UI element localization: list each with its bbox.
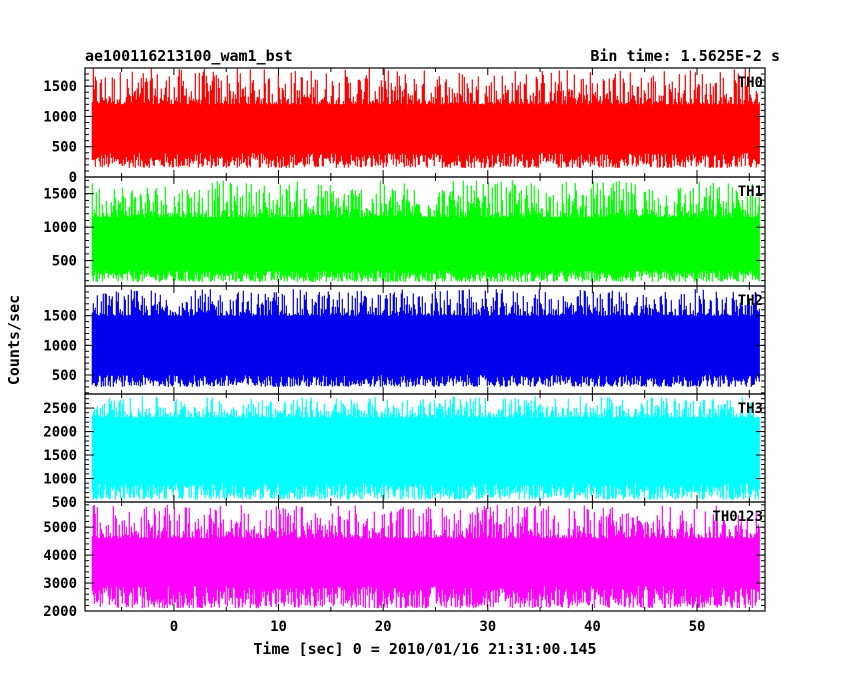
series-th1 (91, 180, 760, 282)
y-tick-label: 500 (52, 495, 77, 511)
y-tick-label: 1500 (43, 187, 77, 203)
panel-label-th2: TH2 (738, 293, 763, 309)
y-tick-label: 1500 (43, 448, 77, 464)
y-tick-label: 1000 (43, 472, 77, 488)
y-tick-label: 1000 (43, 220, 77, 236)
y-tick-label: 1000 (43, 338, 77, 354)
series-th2 (91, 289, 760, 387)
panel-th2: 500 1000 1500 TH2 (43, 285, 766, 395)
x-axis-label: Time [sec] 0 = 2010/01/16 21:31:00.145 (253, 640, 596, 658)
x-tick-label: 50 (689, 619, 706, 635)
y-tick-label: 1500 (43, 79, 77, 95)
series-th3 (91, 396, 760, 500)
x-tick-label: 30 (479, 619, 496, 635)
x-tick-label: 40 (584, 619, 601, 635)
panel-label-th3: TH3 (738, 401, 763, 417)
y-tick-label: 3000 (43, 576, 77, 592)
y-tick-label: 4000 (43, 548, 77, 564)
panel-label-th0123: TH0123 (712, 509, 763, 525)
panel-th0: 0 500 1000 1500 TH0 (43, 67, 766, 186)
chart-title-right: Bin time: 1.5625E-2 s (590, 47, 780, 65)
y-tick-label: 500 (52, 140, 77, 156)
panel-label-th1: TH1 (738, 184, 763, 200)
panel-th0123: 2000 3000 4000 5000 TH0123 (43, 501, 766, 620)
y-tick-label: 1000 (43, 109, 77, 125)
y-tick-label: 0 (69, 170, 77, 186)
chart-title-left: ae100116213100_wam1_bst (85, 47, 293, 65)
x-tick-label: 0 (170, 619, 178, 635)
series-th0123 (91, 504, 760, 609)
panel-label-th0: TH0 (738, 75, 763, 91)
y-axis-label: Counts/sec (5, 295, 23, 385)
y-tick-label: 2000 (43, 425, 77, 441)
x-tick-label: 10 (270, 619, 287, 635)
panel-frame (84, 501, 766, 612)
x-axis: 0 10 20 30 40 50 (170, 619, 706, 635)
y-tick-label: 500 (52, 254, 77, 270)
panel-th3: 500 1000 1500 2000 2500 TH3 (43, 393, 766, 511)
y-tick-label: 5000 (43, 520, 77, 536)
panel-th1: 500 1000 1500 TH1 (43, 176, 766, 287)
panels-group: 0 500 1000 1500 TH0 500 1000 1500 TH1 500 1000 1500… (43, 67, 766, 620)
series-th0 (91, 68, 760, 168)
y-tick-label: 2000 (43, 604, 77, 620)
y-tick-label: 2500 (43, 401, 77, 417)
y-tick-label: 500 (52, 368, 77, 384)
y-tick-label: 1500 (43, 309, 77, 325)
x-tick-label: 20 (375, 619, 392, 635)
